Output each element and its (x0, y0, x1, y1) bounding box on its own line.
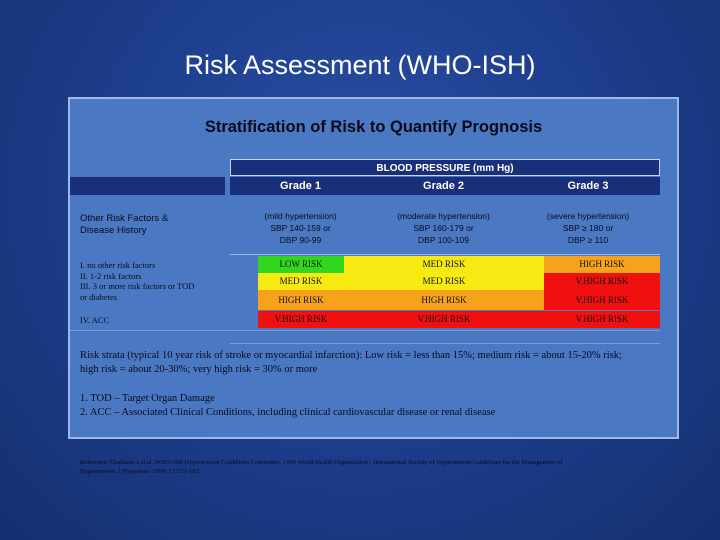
grade-2-description: (moderate hypertension) SBP 160-179 or D… (371, 210, 516, 246)
grade-3-desc-line1: (severe hypertension) (546, 211, 630, 221)
grade-header-blank (70, 177, 225, 195)
content-panel: Stratification of Risk to Quantify Progn… (68, 97, 679, 475)
grade-3-header: Grade 3 (516, 177, 660, 195)
grade-1-desc-line1: (mild hypertension) (264, 211, 337, 221)
row-label-2: II. 1-2 risk factors (80, 270, 142, 281)
grade-3-description: (severe hypertension) SBP ≥ 180 or DBP ≥… (516, 210, 660, 246)
grade-2-desc-line3: DBP 100-109 (418, 235, 469, 245)
grade-1-desc-line2: SBP 140-159 or (270, 223, 331, 233)
risk-factors-label: Other Risk Factors & Disease History (80, 213, 168, 237)
grade-3-desc-line3: DBP ≥ 110 (567, 235, 609, 245)
risk-cell-r1-g2: MED RISK (344, 256, 544, 273)
footnote-2: 2. ACC – Associated Clinical Conditions,… (80, 406, 496, 418)
grade-1-header: Grade 1 (230, 177, 371, 195)
grade-2-desc-line1: (moderate hypertension) (397, 211, 490, 221)
row-labels: I. no other risk factors II. 1-2 risk fa… (80, 260, 230, 302)
row-label-1: I. no other risk factors (80, 260, 156, 270)
risk-cell-r4-g1: V.HIGH RISK (258, 311, 344, 328)
risk-cell-r2-g2: MED RISK (344, 273, 544, 290)
grade-1-description: (mild hypertension) SBP 140-159 or DBP 9… (230, 210, 371, 246)
row-label-3: III. 3 or more risk factors or TOD (80, 281, 195, 291)
row-label-4: IV. ACC (80, 315, 110, 325)
footnote-1: 1. TOD – Target Organ Damage (80, 393, 215, 404)
risk-cell-r2-g1: MED RISK (258, 273, 344, 290)
risk-cell-r3-g3: V.HIGH RISK (544, 290, 660, 310)
grade-3-desc-line2: SBP ≥ 180 or (562, 223, 614, 233)
risk-factors-label-line2: Disease History (80, 225, 147, 236)
risk-cell-r1-g3: HIGH RISK (544, 256, 660, 273)
grade-header-row: Grade 1 Grade 2 Grade 3 (70, 177, 677, 195)
risk-strata-note: Risk strata (typical 10 year risk of str… (80, 350, 622, 375)
risk-cell-r4-g2: V.HIGH RISK (344, 311, 544, 328)
risk-factors-label-line1: Other Risk Factors & (80, 213, 169, 224)
risk-cell-r3-g1: HIGH RISK (258, 290, 344, 310)
blood-pressure-header: BLOOD PRESSURE (mm Hg) (230, 159, 660, 176)
reference-citation: Reference: Chalmers J et al. WHO-ISH Hyp… (80, 459, 563, 475)
grade-2-header: Grade 2 (371, 177, 516, 195)
slide-title: Risk Assessment (WHO-ISH) (184, 50, 536, 80)
row-label-3-cont: or diabetes (80, 291, 118, 302)
risk-cell-r4-g3: V.HIGH RISK (544, 311, 660, 328)
panel-subtitle: Stratification of Risk to Quantify Progn… (204, 118, 543, 136)
risk-cell-r2-g3: V.HIGH RISK (544, 273, 660, 290)
grade-2-desc-line2: SBP 160-179 or (413, 223, 474, 233)
table-bottom-line-2 (230, 343, 660, 344)
risk-cell-r3-g2: HIGH RISK (344, 290, 544, 310)
risk-cell-r1-g1: LOW RISK (258, 256, 344, 273)
divider-line (230, 254, 660, 255)
grade-1-desc-line3: DBP 90-99 (279, 235, 322, 245)
footnotes: 1. TOD – Target Organ Damage 2. ACC – As… (80, 392, 660, 419)
table-bottom-line (70, 330, 660, 331)
